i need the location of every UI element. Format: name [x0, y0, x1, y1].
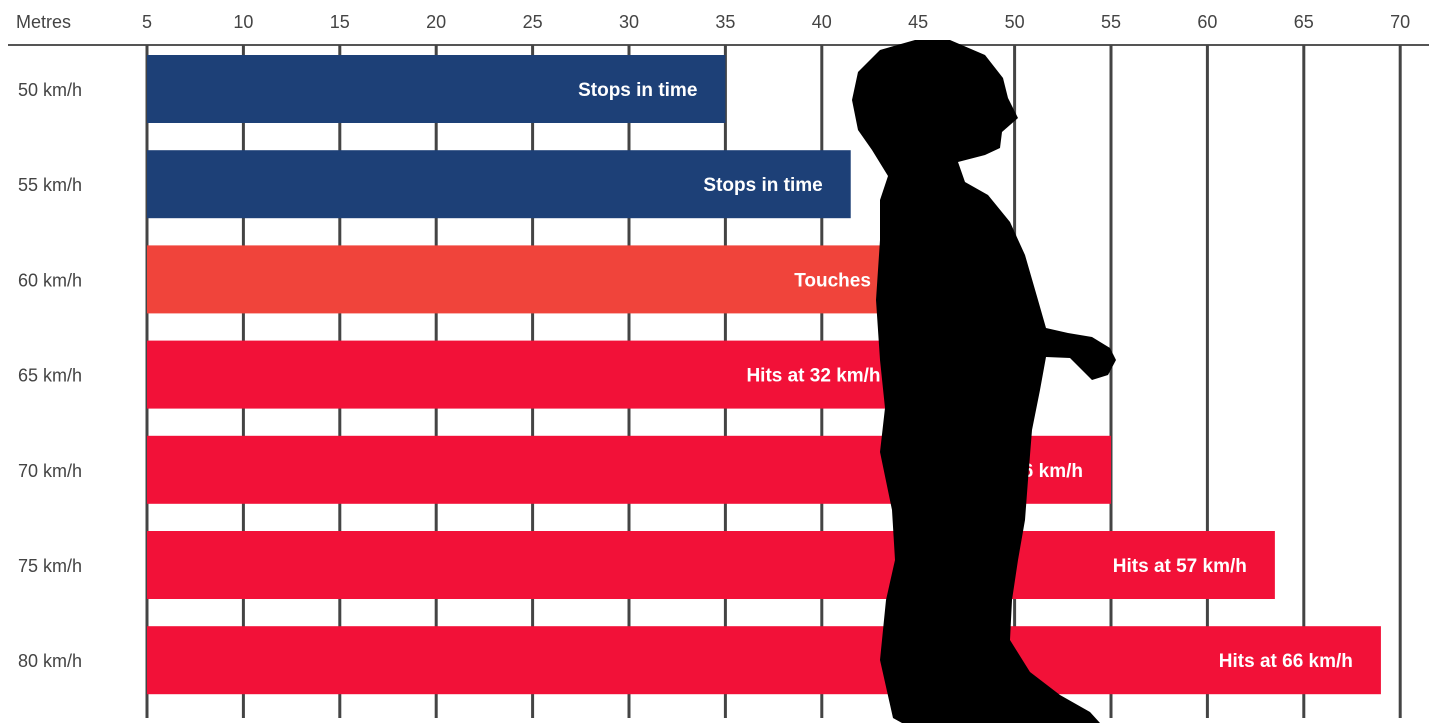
x-tick-label: 50: [1005, 12, 1025, 32]
y-category-label: 70 km/h: [18, 461, 82, 481]
x-tick-label: 20: [426, 12, 446, 32]
bar-label: Stops in time: [703, 175, 822, 196]
axis-layer: Metres 5 10 15 20 25 30 35 40 45 50 55 60 65 70 50 km/…: [16, 12, 1410, 671]
bar: [147, 531, 1275, 599]
y-category-label: 65 km/h: [18, 366, 82, 386]
x-tick-label: 25: [523, 12, 543, 32]
x-tick-label: 10: [233, 12, 253, 32]
x-tick-label: 70: [1390, 12, 1410, 32]
bar-label: Hits at 32 km/h: [746, 366, 880, 387]
x-tick-label: 30: [619, 12, 639, 32]
x-tick-label: 60: [1197, 12, 1217, 32]
y-category-label: 75 km/h: [18, 556, 82, 576]
child-silhouette: [852, 40, 1116, 723]
x-tick-label: 45: [908, 12, 928, 32]
y-category-label: 60 km/h: [18, 270, 82, 290]
x-tick-label: 15: [330, 12, 350, 32]
x-tick-label: 5: [142, 12, 152, 32]
bar: [147, 55, 726, 123]
x-axis-label: Metres: [16, 12, 71, 32]
bar-label: Touches: [794, 270, 871, 291]
x-tick-label: 40: [812, 12, 832, 32]
bars-layer: [147, 55, 1381, 695]
bar-label: Hits at 66 km/h: [1219, 651, 1353, 672]
bar: [147, 340, 909, 409]
bar: [147, 626, 1381, 695]
child-silhouette-shape: [852, 40, 1116, 723]
bar-labels-layer: Stops in time Stops in time Touches Hits at…: [578, 80, 1353, 672]
y-category-label: 80 km/h: [18, 651, 82, 671]
x-tick-label: 65: [1294, 12, 1314, 32]
bar-label: Stops in time: [578, 80, 697, 101]
bar: [147, 245, 899, 314]
bar-label: Hits at 57 km/h: [1113, 556, 1247, 577]
y-category-label: 55 km/h: [18, 175, 82, 195]
bar: [147, 150, 851, 219]
y-category-label: 50 km/h: [18, 80, 82, 100]
x-tick-label: 35: [715, 12, 735, 32]
x-tick-label: 55: [1101, 12, 1121, 32]
